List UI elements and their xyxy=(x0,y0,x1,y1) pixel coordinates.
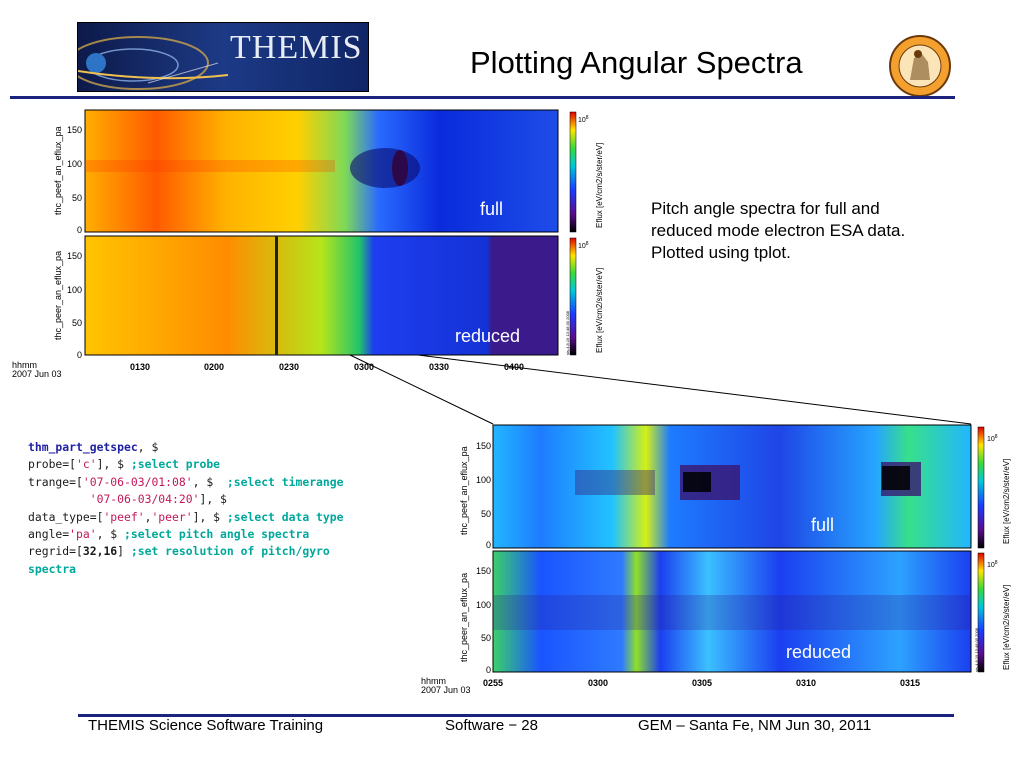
svg-text:108: 108 xyxy=(987,560,998,569)
themis-logo: THEMIS xyxy=(77,22,369,92)
top-p2-ytick-0: 0 xyxy=(77,350,82,360)
zoom-spectrogram-plot: full reduced thc_peef_an_eflux_pa thc_pe… xyxy=(421,424,1011,695)
top-xtick-0330: 0330 xyxy=(429,362,449,372)
top-p1-ytick-150: 150 xyxy=(67,125,82,135)
zoom-cbar1-exp-base: 10 xyxy=(987,436,995,443)
top-cbar1-exp-base: 10 xyxy=(578,117,586,124)
zoom-panel-full-tag: full xyxy=(811,515,834,535)
svg-text:108: 108 xyxy=(578,241,589,250)
slide-title: Plotting Angular Spectra xyxy=(470,45,803,80)
zoom-cbar2-label: Eflux [eV/cm2/s/ster/eV] xyxy=(1002,585,1011,670)
zoom-xtick-0310: 0310 xyxy=(796,678,816,688)
code-snippet: thm_part_getspec, $ probe=['c'], $ ;sele… xyxy=(28,440,344,576)
zoom-panel2-ylabel: thc_peer_an_eflux_pa xyxy=(459,573,469,662)
top-panel-reduced-tag: reduced xyxy=(455,326,520,346)
svg-text:108: 108 xyxy=(987,434,998,443)
zoom-p2-ytick-0: 0 xyxy=(486,665,491,675)
header-rule xyxy=(10,96,955,99)
zoom-xtick-0305: 0305 xyxy=(692,678,712,688)
top-p2-ytick-100: 100 xyxy=(67,285,82,295)
zoom-p1-ytick-100: 100 xyxy=(476,475,491,485)
code-function: thm_part_getspec xyxy=(28,440,138,454)
top-cbar2-label: Eflux [eV/cm2/s/ster/eV] xyxy=(595,268,604,353)
footer-venue-date: GEM – Santa Fe, NM Jun 30, 2011 xyxy=(638,717,872,734)
zoom-panel-reduced-tag: reduced xyxy=(786,642,851,662)
top-xtick-0130: 0130 xyxy=(130,362,150,372)
zoom-panel2-colorbar xyxy=(977,552,985,673)
zoom-cbar2-exp-power: 8 xyxy=(995,560,998,566)
footer-rule xyxy=(78,714,954,717)
top-spectrogram-plot: full reduced thc_peef_an_eflux_pa thc_pe… xyxy=(12,109,604,379)
zoom-timestamp: sis-4.8.19 13:48:05 2008 xyxy=(974,627,979,672)
top-xtick-0230: 0230 xyxy=(279,362,299,372)
svg-text:108: 108 xyxy=(578,115,589,124)
zoom-p2-ytick-50: 50 xyxy=(481,633,491,643)
themis-badge-icon xyxy=(888,34,952,98)
top-p2-ytick-50: 50 xyxy=(72,318,82,328)
plot-description: Pitch angle spectra for full and reduced… xyxy=(651,199,906,262)
zoom-xtick-0255: 0255 xyxy=(483,678,503,688)
zoom-panel1-colorbar xyxy=(977,426,985,549)
zoom-p1-ytick-50: 50 xyxy=(481,509,491,519)
top-panel-full-spectrum xyxy=(84,109,559,233)
zoom-p1-ytick-0: 0 xyxy=(486,540,491,550)
top-x-date: 2007 Jun 03 xyxy=(12,369,62,379)
zoom-cbar1-exp-power: 8 xyxy=(995,434,998,440)
top-panel1-ylabel: thc_peef_an_eflux_pa xyxy=(53,126,63,215)
top-xtick-0300: 0300 xyxy=(354,362,374,372)
top-panel-reduced-spectrum xyxy=(84,235,559,356)
zoom-xtick-0315: 0315 xyxy=(900,678,920,688)
zoom-cbar1-label: Eflux [eV/cm2/s/ster/eV] xyxy=(1002,459,1011,544)
zoom-cbar2-exp-base: 10 xyxy=(987,562,995,569)
top-panel1-colorbar xyxy=(569,111,577,233)
top-cbar1-label: Eflux [eV/cm2/s/ster/eV] xyxy=(595,143,604,228)
zoom-p2-ytick-150: 150 xyxy=(476,566,491,576)
top-panel2-colorbar xyxy=(569,237,577,356)
footer-course: THEMIS Science Software Training xyxy=(88,717,324,734)
top-p1-ytick-50: 50 xyxy=(72,193,82,203)
top-cbar2-exp-power: 8 xyxy=(586,241,589,247)
top-p1-ytick-0: 0 xyxy=(77,225,82,235)
top-cbar2-exp-base: 10 xyxy=(578,243,586,250)
footer-page-number: Software − 28 xyxy=(445,717,538,734)
zoom-x-unit: hhmm xyxy=(421,676,446,686)
top-timestamp: sis-4.8.19 13:48:30 2008 xyxy=(565,310,570,355)
top-p2-ytick-150: 150 xyxy=(67,251,82,261)
top-panel2-ylabel: thc_peer_an_eflux_pa xyxy=(53,251,63,340)
top-p1-ytick-100: 100 xyxy=(67,159,82,169)
zoom-xtick-0300: 0300 xyxy=(588,678,608,688)
zoom-panel1-ylabel: thc_peef_an_eflux_pa xyxy=(459,446,469,535)
zoom-x-date: 2007 Jun 03 xyxy=(421,685,471,695)
top-panel-full-tag: full xyxy=(480,199,503,219)
top-cbar1-exp-power: 8 xyxy=(586,115,589,121)
zoom-p2-ytick-100: 100 xyxy=(476,600,491,610)
logo-text: THEMIS xyxy=(230,29,363,66)
zoom-p1-ytick-150: 150 xyxy=(476,441,491,451)
top-x-unit: hhmm xyxy=(12,360,37,370)
top-xtick-0200: 0200 xyxy=(204,362,224,372)
zoom-panel-reduced-spectrum xyxy=(492,550,972,673)
